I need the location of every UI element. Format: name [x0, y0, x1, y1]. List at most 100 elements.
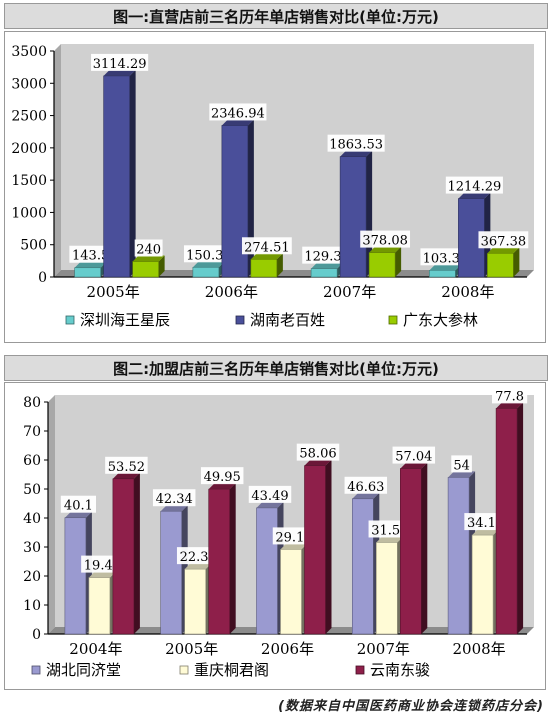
chart2-side-wall — [48, 395, 55, 634]
chart1-data-label: 103.36 — [420, 248, 471, 266]
chart2-data-label: 46.63 — [344, 476, 388, 495]
chart1-y-tick-label: 1000 — [11, 205, 47, 221]
chart2-y-tick-label: 40 — [23, 511, 41, 527]
chart1-bar — [310, 262, 344, 278]
chart1-floor — [54, 270, 534, 277]
chart1-bar — [487, 247, 520, 278]
chart1-legend-item: 湖南老百姓 — [235, 311, 325, 329]
chart1-data-label: 367.38 — [478, 231, 529, 249]
chart1-legend-item: 深圳海王星辰 — [65, 311, 170, 329]
chart1-data-label: 150.32 — [183, 245, 234, 263]
chart2-legend-item: 重庆桐君阁 — [179, 661, 269, 679]
chart2-bar — [184, 563, 212, 635]
chart2-category-label: 2008年 — [453, 640, 506, 658]
chart2-title: 图二:加盟店前三名历年单店销售对比(单位:万元) — [4, 355, 548, 381]
chart1-data-label: 143.5 — [69, 245, 112, 264]
svg-text:143.5: 143.5 — [72, 249, 109, 264]
svg-text:367.38: 367.38 — [481, 234, 527, 249]
chart2-y-tick-label: 60 — [23, 453, 41, 469]
chart2-bar — [112, 472, 140, 635]
chart1-plot-wall — [61, 44, 534, 270]
chart2-data-label: 53.52 — [105, 456, 148, 475]
chart1-data-label: 1863.53 — [327, 134, 385, 153]
chart2-data-label: 43.49 — [248, 485, 292, 504]
svg-text:274.51: 274.51 — [244, 240, 290, 255]
chart2-y-tick-label: 20 — [23, 569, 41, 585]
chart2-bar — [280, 543, 308, 635]
chart2-category-label: 2007年 — [357, 640, 410, 658]
chart2-bar — [447, 471, 476, 635]
chart2-bar — [304, 459, 332, 635]
svg-text:19.45: 19.45 — [84, 559, 121, 574]
svg-text:58.06: 58.06 — [299, 447, 336, 462]
svg-text:129.37: 129.37 — [304, 250, 350, 265]
svg-text:54: 54 — [453, 458, 470, 473]
chart1-bar — [368, 246, 402, 278]
chart1-y-tick-label: 1500 — [11, 173, 47, 189]
svg-text:29.17: 29.17 — [275, 530, 312, 545]
chart2-data-label: 49.95 — [200, 467, 244, 485]
chart2-y-tick-label: 70 — [23, 424, 41, 440]
chart2-bar — [495, 402, 524, 635]
svg-text:240: 240 — [136, 243, 161, 258]
chart1-area: 0 500 1000 1500 2000 2500 3000 3500 2005年 143.5 31… — [4, 31, 546, 343]
svg-text:103.36: 103.36 — [423, 251, 469, 266]
svg-text:77.8: 77.8 — [495, 389, 524, 404]
chart2-legend-item: 云南东骏 — [355, 661, 430, 679]
chart2-bar — [88, 571, 116, 635]
chart1-data-label: 378.08 — [360, 230, 411, 249]
svg-text:31.56: 31.56 — [371, 523, 408, 538]
chart1-side-wall — [54, 44, 61, 277]
chart1-category-label: 2006年 — [205, 283, 258, 301]
chart2-bar — [208, 483, 236, 635]
chart1-bar — [250, 253, 283, 278]
chart2-bar — [375, 536, 404, 635]
svg-text:42.34: 42.34 — [156, 492, 193, 507]
svg-text:22.37: 22.37 — [180, 550, 217, 565]
chart2-category-label: 2006年 — [261, 640, 314, 658]
chart1-bar — [339, 150, 373, 278]
chart2-y-tick-label: 80 — [23, 395, 41, 411]
chart1-data-label: 240 — [134, 239, 163, 258]
source-note: (数据来自中国医药商业协会连锁药店分会) — [278, 699, 544, 714]
chart1-bar — [192, 261, 225, 278]
chart2-y-tick-label: 0 — [32, 627, 41, 643]
chart2-data-label: 40.1 — [60, 495, 96, 514]
chart1-legend-item: 广东大参林 — [388, 311, 478, 329]
chart2-category-label: 2004年 — [69, 640, 122, 658]
chart1-data-label: 1214.29 — [445, 176, 503, 195]
chart2-y-tick-label: 30 — [23, 540, 41, 556]
svg-text:2346.94: 2346.94 — [211, 106, 265, 121]
chart2-area: 0 10 20 30 40 50 60 70 80 2004年 40.1 19.45 53.52 2005… — [4, 382, 546, 690]
svg-text:378.08: 378.08 — [362, 234, 408, 249]
chart2-data-label: 57.04 — [392, 446, 436, 465]
chart1-y-tick-label: 500 — [20, 238, 47, 254]
chart2-data-label: 54 — [451, 455, 472, 473]
chart1-data-label: 3114.29 — [91, 53, 149, 72]
chart1-category-label: 2008年 — [441, 283, 494, 301]
chart2-bar — [351, 492, 380, 635]
svg-text:云南东骏: 云南东骏 — [370, 661, 430, 679]
chart1-y-tick-label: 0 — [38, 270, 47, 286]
chart1-data-label: 2346.94 — [209, 103, 267, 121]
chart1-y-tick-label: 2000 — [11, 141, 47, 157]
svg-text:40.1: 40.1 — [64, 499, 93, 514]
svg-text:湖北同济堂: 湖北同济堂 — [46, 661, 121, 679]
svg-text:49.95: 49.95 — [204, 470, 241, 485]
svg-text:46.63: 46.63 — [347, 480, 384, 495]
svg-text:重庆桐君阁: 重庆桐君阁 — [194, 661, 269, 679]
svg-text:43.49: 43.49 — [251, 489, 288, 504]
svg-text:深圳海王星辰: 深圳海王星辰 — [80, 311, 170, 329]
chart1-title: 图一:直营店前三名历年单店销售对比(单位:万元) — [4, 3, 548, 29]
chart2-svg: 0 10 20 30 40 50 60 70 80 2004年 40.1 19.45 53.52 2005… — [4, 382, 546, 690]
svg-text:150.32: 150.32 — [186, 248, 232, 263]
svg-text:57.04: 57.04 — [395, 450, 432, 465]
chart2-legend-item: 湖北同济堂 — [31, 661, 121, 679]
chart1-data-label: 274.51 — [241, 237, 292, 255]
chart1-y-tick-label: 3000 — [11, 76, 47, 92]
chart1-bar — [74, 261, 107, 278]
chart1-svg: 0 500 1000 1500 2000 2500 3000 3500 2005年 143.5 31… — [4, 31, 546, 343]
chart2-bar — [160, 505, 188, 635]
svg-text:1863.53: 1863.53 — [329, 138, 383, 153]
chart2-category-label: 2005年 — [165, 640, 218, 658]
